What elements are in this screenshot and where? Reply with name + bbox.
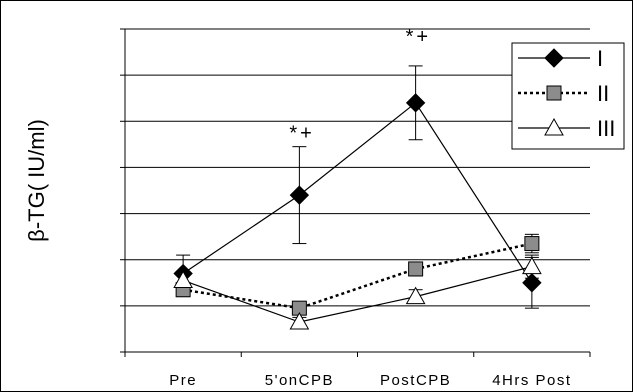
significance-annotation: *+ (289, 123, 314, 145)
diamond-marker (544, 48, 564, 68)
legend-label: III (597, 116, 615, 141)
y-axis-label: β-TG( IU/ml) (24, 119, 49, 242)
x-tick-label: 5'onCPB (265, 372, 334, 389)
triangle-marker (289, 311, 310, 330)
diamond-marker (289, 185, 310, 205)
x-tick-label: Pre (169, 372, 197, 389)
series-3 (173, 254, 542, 330)
series (173, 65, 542, 330)
legend-item: II (518, 81, 609, 106)
series-1 (173, 65, 542, 309)
axes (120, 28, 591, 357)
series-line (182, 101, 533, 284)
triangle-marker (544, 117, 564, 136)
diamond-marker (405, 93, 426, 113)
x-tick-label: PostCPB (380, 372, 451, 389)
legend-item: III (518, 116, 615, 141)
legend-box (511, 42, 625, 150)
annotations: *+ *+ (289, 26, 431, 145)
x-tick-label: 4Hrs Post (492, 372, 571, 389)
significance-annotation: *+ (406, 26, 431, 48)
legend-item: I (518, 46, 603, 71)
square-marker (408, 261, 424, 277)
series-line (182, 266, 533, 323)
legend-label: II (597, 81, 609, 106)
square-marker (546, 85, 562, 101)
x-tick-labels: Pre 5'onCPB PostCPB 4Hrs Post (169, 372, 571, 389)
legend-label: I (597, 46, 603, 71)
square-marker (524, 236, 540, 252)
triangle-marker (173, 270, 193, 288)
triangle-marker (522, 256, 542, 275)
triangle-marker (405, 286, 426, 305)
